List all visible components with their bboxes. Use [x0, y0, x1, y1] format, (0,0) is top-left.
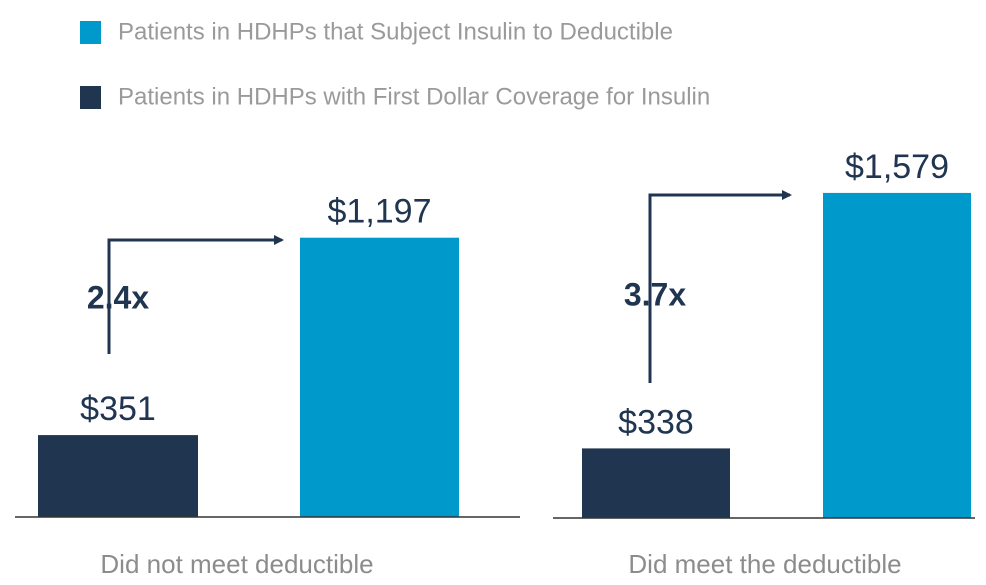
- bar: [823, 192, 971, 519]
- legend-text: Patients in HDHPs with First Dollar Cove…: [118, 83, 710, 110]
- annotation: 3.7x: [624, 276, 686, 312]
- value-label: $1,579: [845, 148, 949, 186]
- bar: [300, 237, 459, 517]
- category-label: Did meet the deductible: [628, 549, 901, 579]
- bar: [582, 448, 730, 518]
- category-label: Did not meet deductible: [100, 549, 373, 579]
- legend-text: Patients in HDHPs that Subject Insulin t…: [118, 18, 673, 45]
- legend-swatch: [80, 86, 101, 109]
- arrow: [648, 190, 792, 383]
- legend-swatch: [80, 21, 101, 44]
- value-label: $338: [618, 403, 694, 441]
- value-label: $351: [80, 390, 156, 428]
- bar: [38, 435, 198, 517]
- arrow: [107, 235, 284, 354]
- value-label: $1,197: [328, 193, 432, 231]
- annotation: 2.4x: [87, 279, 149, 315]
